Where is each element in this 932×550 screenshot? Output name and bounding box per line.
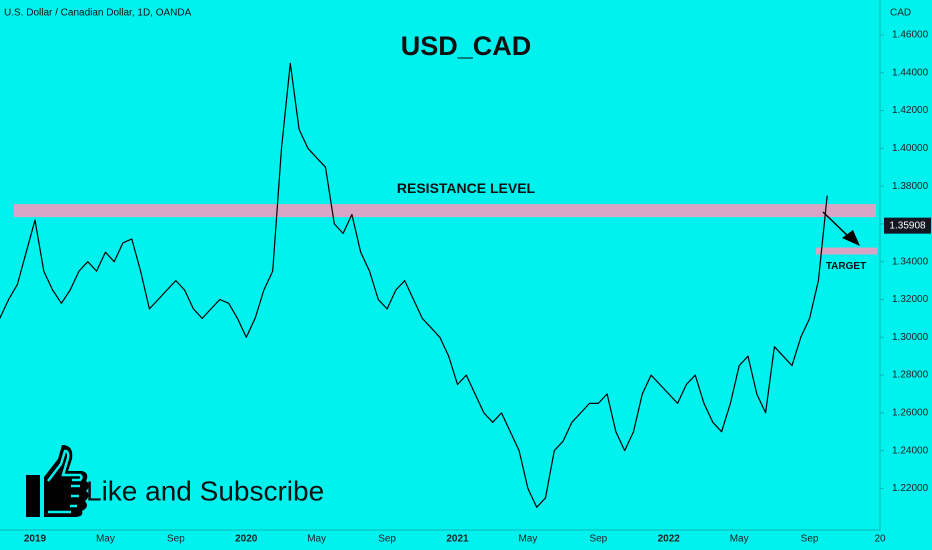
last-price-tag: [884, 217, 931, 234]
x-tick-label: 2022: [658, 534, 681, 545]
y-tick-label: 1.26000: [892, 407, 929, 418]
y-tick-label: 1.38000: [892, 181, 929, 192]
y-axis-label: CAD: [890, 8, 911, 19]
y-tick-label: 1.40000: [892, 143, 929, 154]
header: U.S. Dollar / Canadian Dollar, 1D, OANDA: [4, 8, 192, 19]
x-tick-label: Sep: [167, 534, 185, 545]
x-tick-label: Sep: [589, 534, 607, 545]
x-tick-label: May: [518, 534, 537, 545]
x-tick-label: 2021: [446, 534, 469, 545]
y-tick-label: 1.44000: [892, 67, 929, 78]
y-tick-label: 1.28000: [892, 370, 929, 381]
resistance-label: RESISTANCE LEVEL: [397, 180, 536, 196]
resistance-band: [14, 204, 876, 218]
y-tick-label: 1.32000: [892, 294, 929, 305]
x-tick-label: Sep: [378, 534, 396, 545]
y-tick-label: 1.30000: [892, 332, 929, 343]
last-price-label: 1.35908: [889, 220, 926, 231]
arrow-head: [842, 230, 860, 246]
x-tick-label: 2019: [24, 534, 47, 545]
x-tick-label: May: [307, 534, 326, 545]
y-tick-label: 1.24000: [892, 445, 929, 456]
x-tick-label: May: [730, 534, 749, 545]
y-tick-label: 1.46000: [892, 30, 929, 41]
x-tick-label: 20: [874, 534, 886, 545]
x-tick-label: 2020: [235, 534, 258, 545]
target-band: [816, 247, 877, 255]
price-line: [0, 62, 828, 508]
y-tick-label: 1.22000: [892, 483, 929, 494]
y-tick-label: 1.42000: [892, 105, 929, 116]
arrow-shaft: [822, 211, 851, 239]
thumbs-up-icon: [26, 445, 89, 517]
y-tick-label: 1.34000: [892, 256, 929, 267]
x-tick-label: Sep: [801, 534, 819, 545]
cta-text: Like and Subscribe: [86, 475, 324, 506]
x-tick-label: May: [96, 534, 115, 545]
chart-title: USD_CAD: [401, 31, 532, 61]
target-label: TARGET: [826, 261, 866, 272]
